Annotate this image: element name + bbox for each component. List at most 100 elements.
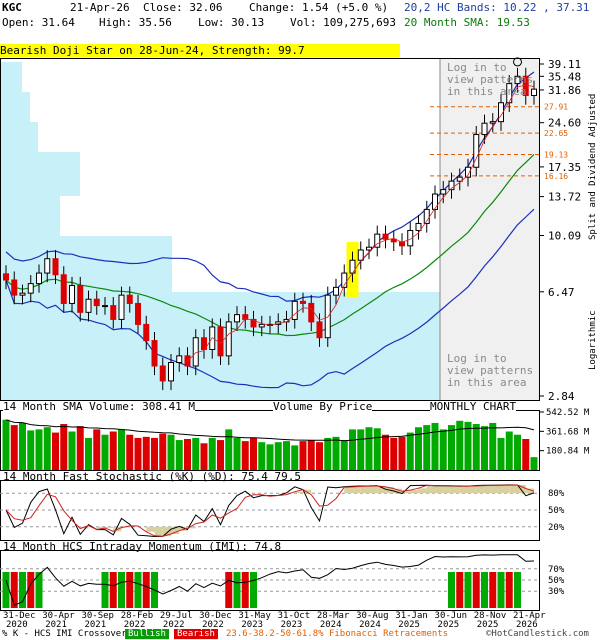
x-axis-year-label: 2026: [516, 620, 538, 630]
split-adjusted-label: Split and Dividend Adjusted: [588, 93, 598, 240]
login-line: view patterns: [447, 73, 534, 86]
stochastic-d-line: [5, 484, 535, 537]
login-overlay-top[interactable]: Log in to view patterns in this area: [447, 62, 533, 98]
x-axis-date-label: 31-Jan: [395, 611, 428, 621]
volume-by-price-bar: [0, 122, 38, 152]
volume-panel-title: 14 Month SMA Volume: 308.41 M: [3, 400, 196, 413]
imi-panel-title: 14 Month HCS Intraday Momentum (IMI): 74…: [3, 540, 282, 553]
candle-body: [366, 246, 372, 251]
overbought-shade: [484, 485, 493, 494]
volume-bar: [250, 437, 257, 470]
candle-body: [407, 229, 414, 247]
overbought-shade: [418, 488, 427, 494]
imi-crossover-bar: [10, 572, 18, 608]
login-overlay-bottom[interactable]: Log in to view patterns in this area: [447, 353, 533, 389]
candle-body: [3, 273, 9, 281]
overbought-shade: [443, 485, 452, 494]
login-line: view patterns: [447, 364, 534, 377]
candle-body: [85, 298, 92, 313]
candle-body: [465, 166, 471, 178]
candle-body: [382, 233, 389, 240]
candle-body: [126, 294, 133, 304]
candle-body: [159, 365, 166, 382]
x-axis-date-label: 21-Apr: [513, 611, 546, 621]
volume-bar: [27, 430, 35, 470]
volume-bar: [299, 441, 307, 470]
imi-crossover-bar: [134, 572, 142, 608]
x-axis-date-label: 31-Dec: [3, 611, 36, 621]
overbought-shade: [352, 486, 361, 494]
volume-tick-label: 361.68 M: [546, 427, 590, 437]
volume-panel-frame: [0, 410, 540, 471]
volume-bar: [398, 436, 406, 470]
sma-readout: 20 Month SMA: 19.53: [404, 16, 530, 29]
fibonacci-label: 19.13: [544, 151, 568, 160]
imi-crossover-bar: [481, 572, 488, 608]
y-axis-tick-label: 2.84: [548, 390, 575, 403]
candle-body: [300, 300, 306, 304]
volume-bar: [217, 440, 224, 470]
volume-bar: [208, 437, 216, 470]
volume-by-price-bar: [0, 196, 60, 236]
volume-bar: [142, 436, 150, 470]
fibonacci-legend: 23.6-38.2-50-61.8% Fibonacci Retracement…: [226, 629, 449, 639]
x-axis-year-label: 2020: [6, 620, 28, 630]
sma-20-line: [5, 154, 535, 337]
x-axis-date-label: 30-Aug: [356, 611, 389, 621]
overbought-shade: [525, 488, 534, 494]
oversold-shade: [105, 526, 114, 528]
x-axis-year-label: 2021: [45, 620, 67, 630]
volume-bar: [530, 457, 538, 470]
x-axis-year-label: 2025: [398, 620, 420, 630]
x-axis-year-label: 2023: [241, 620, 263, 630]
candle-body: [44, 258, 51, 274]
imi-crossover-bar: [448, 572, 455, 608]
volume-bar: [448, 425, 455, 470]
candle-body: [118, 294, 125, 320]
candle-body: [258, 323, 265, 328]
imi-crossover-bar: [456, 572, 464, 608]
volume-bar: [184, 438, 191, 470]
candle-body: [374, 233, 381, 248]
stochastic-tick-label: 80%: [548, 489, 565, 499]
x-axis-date-label: 30-Sep: [81, 611, 114, 621]
login-line: Log in to: [447, 61, 507, 74]
login-line: Log in to: [447, 352, 507, 365]
x-axis-year-label: 2021: [84, 620, 106, 630]
volume-bar: [514, 434, 521, 470]
volume-bar: [340, 440, 348, 470]
main-panel-frame: [0, 58, 540, 401]
overbought-shade: [410, 490, 419, 494]
y-axis-tick-label: 6.47: [548, 286, 575, 299]
x-axis-date-label: 28-Nov: [474, 611, 507, 621]
candle-body: [250, 318, 257, 328]
oversold-shade: [96, 526, 105, 530]
login-line: in this area: [447, 376, 527, 389]
volume-by-price-bar: [0, 236, 172, 292]
volume-bar: [200, 443, 208, 470]
x-axis-year-label: 2024: [359, 620, 381, 630]
volume-bar: [497, 437, 505, 470]
volume-bar: [101, 434, 109, 470]
quote-volume: Vol: 109,275,693: [290, 16, 396, 29]
volume-bar: [332, 436, 340, 470]
overbought-shade: [468, 486, 477, 494]
candle-body: [19, 292, 26, 296]
x-axis-date-label: 31-May: [238, 611, 271, 621]
volume-bar: [415, 427, 422, 470]
candle-body: [432, 193, 438, 210]
overbought-shade: [393, 488, 402, 494]
y-axis-tick-label: 17.35: [548, 161, 581, 174]
x-axis-year-label: 2022: [202, 620, 224, 630]
candle-body: [242, 314, 249, 320]
oversold-shade: [154, 526, 163, 536]
candle-body: [341, 272, 348, 288]
hc-band-lower-line: [5, 208, 535, 389]
volume-bar: [505, 431, 513, 470]
x-axis-year-label: 2025: [438, 620, 460, 630]
imi-crossover-bar: [250, 572, 257, 608]
overbought-shade: [435, 485, 444, 494]
volume-bar: [472, 424, 480, 470]
imi-crossover-bar: [225, 572, 233, 608]
volume-bar: [10, 425, 18, 470]
